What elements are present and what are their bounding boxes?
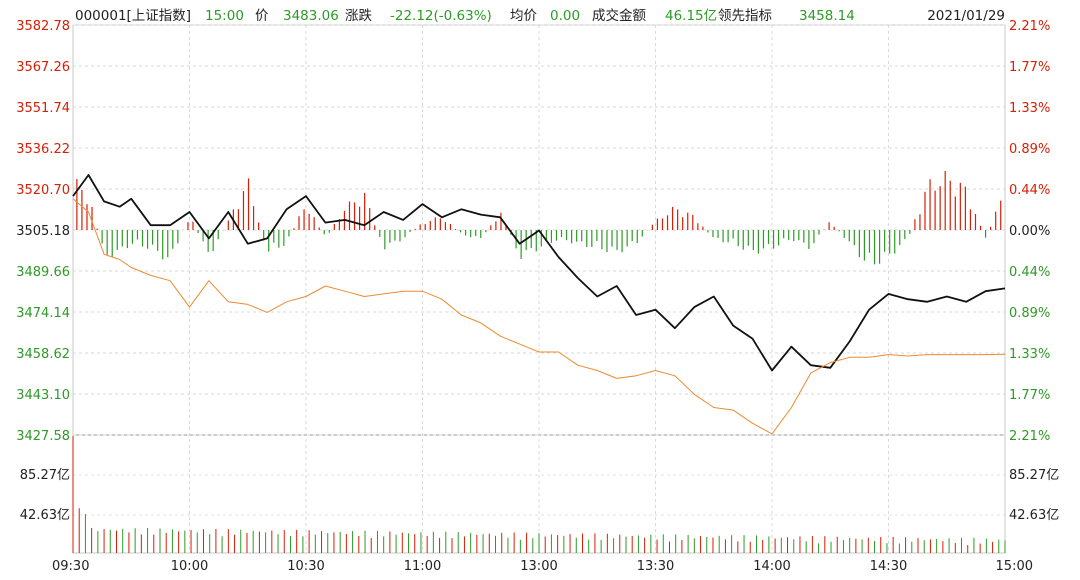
left-tick-label: 3458.62	[16, 347, 70, 362]
right-tick-label: 0.89%	[1009, 306, 1050, 321]
volume-tick-label-left: 42.63亿	[20, 508, 70, 523]
header-lead: 3458.14	[799, 8, 855, 24]
right-tick-label: 0.44%	[1009, 183, 1050, 198]
left-tick-label: 3520.70	[16, 183, 70, 198]
left-tick-label: 3567.26	[16, 60, 70, 75]
time-label: 15:00	[996, 559, 1033, 574]
header-price-label: 价	[255, 8, 269, 24]
time-label: 13:30	[637, 559, 674, 574]
left-tick-label: 3582.78	[16, 19, 70, 34]
header-avg: 0.00	[550, 8, 580, 24]
price-lines	[72, 174, 1006, 435]
left-tick-label: 3489.66	[16, 265, 70, 280]
right-tick-label: 1.77%	[1009, 388, 1050, 403]
header-change: -22.12(-0.63%)	[390, 8, 492, 24]
left-tick-label: 3443.10	[16, 388, 70, 403]
time-label: 10:30	[287, 559, 324, 574]
price-line	[72, 174, 1006, 372]
header-price: 3483.06	[283, 8, 339, 24]
time-label: 11:00	[404, 559, 441, 574]
right-tick-label: 0.89%	[1009, 142, 1050, 157]
header-turnover-label: 成交金额	[592, 7, 646, 24]
left-tick-label: 3427.58	[16, 429, 70, 444]
header-time: 15:00	[205, 8, 244, 24]
right-tick-label: 0.44%	[1009, 265, 1050, 280]
right-tick-label: 1.33%	[1009, 347, 1050, 362]
volume-tick-label-right: 42.63亿	[1009, 508, 1059, 523]
right-tick-label: 2.21%	[1009, 429, 1050, 444]
header-change-label: 涨跌	[345, 8, 372, 24]
volume-bars	[72, 435, 1006, 553]
lead-indicator-line	[72, 198, 1006, 435]
time-label: 09:30	[52, 559, 89, 574]
volume-tick-label-left: 85.27亿	[20, 468, 70, 483]
volume-tick-label-right: 85.27亿	[1009, 468, 1059, 483]
left-tick-label: 3551.74	[16, 101, 70, 116]
right-tick-label: 1.33%	[1009, 101, 1050, 116]
header-avg-label: 均价	[510, 8, 538, 24]
time-label: 10:00	[171, 559, 208, 574]
header-lead-label: 领先指标	[718, 8, 772, 24]
header-turnover: 46.15亿	[665, 8, 717, 24]
right-tick-label: 1.77%	[1009, 60, 1050, 75]
right-tick-label: 2.21%	[1009, 19, 1050, 34]
header-date: 2021/01/29	[927, 8, 1005, 24]
left-tick-label: 3505.18	[16, 224, 70, 239]
left-tick-label: 3474.14	[16, 306, 70, 321]
time-label: 14:30	[870, 559, 907, 574]
right-tick-label: 0.00%	[1009, 224, 1050, 239]
axis-labels: 3582.78 2.21% 3567.26 1.77% 3551.74 1.33% 3536…	[16, 19, 1059, 574]
header-code: 000001[上证指数]	[75, 8, 191, 24]
left-tick-label: 3536.22	[16, 142, 70, 157]
time-label: 14:00	[753, 559, 790, 574]
lead-bars	[76, 170, 1002, 265]
time-label: 13:00	[520, 559, 557, 574]
grid	[72, 24, 1006, 554]
